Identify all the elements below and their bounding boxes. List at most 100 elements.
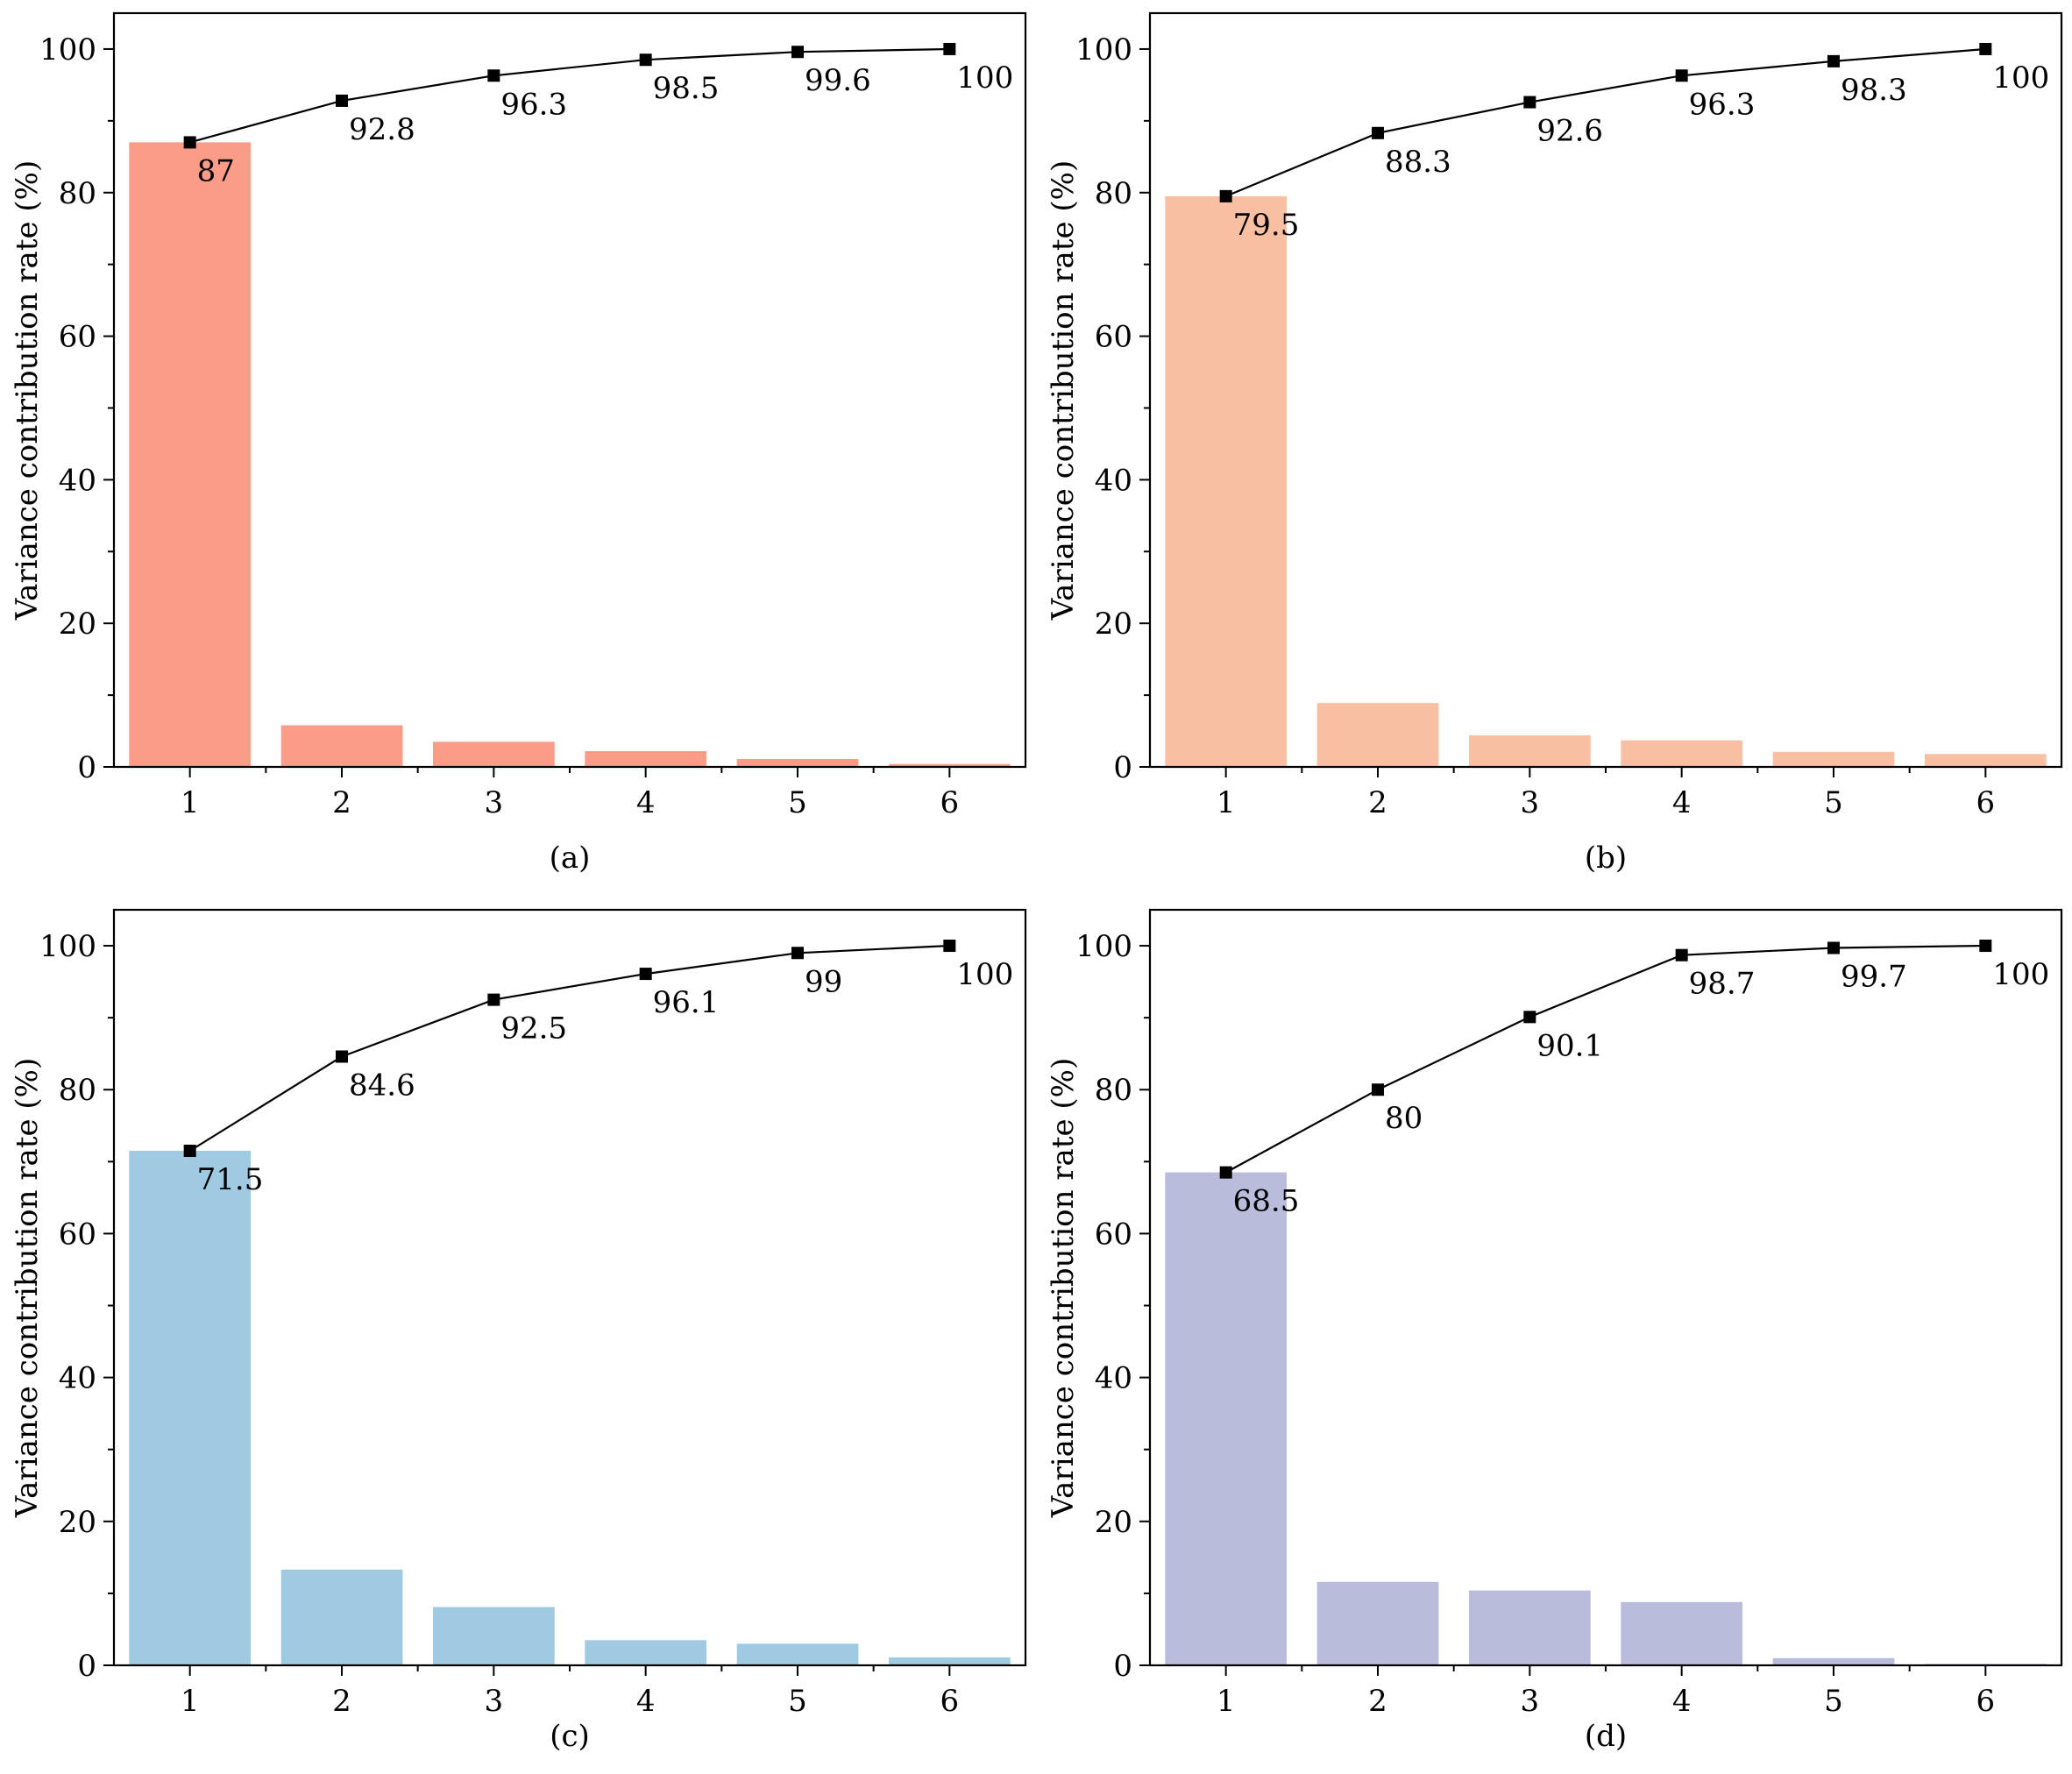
panel-label: (c)	[550, 1719, 590, 1754]
cumulative-label-1: 87	[197, 153, 235, 188]
bar-1	[1165, 195, 1287, 767]
cumulative-point-5	[791, 947, 804, 960]
bar-2	[280, 725, 403, 767]
cumulative-label-5: 99.6	[805, 63, 871, 98]
y-axis-title: Variance contribution rate (%)	[10, 160, 45, 621]
x-tick-label: 4	[1672, 785, 1692, 820]
y-axis-title: Variance contribution rate (%)	[10, 1058, 45, 1519]
chart-panel-c: 0 20 40 60 80 100 1 2 3 4 5 6 Variance contribution …	[10, 908, 1027, 1754]
x-tick-label: 2	[332, 785, 351, 820]
x-tick-label: 2	[1368, 1684, 1387, 1719]
cumulative-point-2	[336, 94, 348, 107]
cumulative-label-1: 71.5	[197, 1162, 264, 1197]
x-tick-label: 6	[940, 785, 960, 820]
cumulative-point-3	[1523, 96, 1536, 109]
cumulative-line	[189, 47, 950, 144]
y-tick-label: 0	[77, 1649, 96, 1684]
bar-3	[1469, 1590, 1591, 1665]
y-tick-label: 60	[59, 1217, 96, 1252]
cumulative-label-6: 100	[956, 957, 1013, 992]
x-tick-label: 5	[1824, 1684, 1843, 1719]
bar-6	[889, 1657, 1011, 1665]
y-tick-label: 0	[1113, 1649, 1132, 1684]
bar-5	[1772, 751, 1895, 767]
bar-1	[1165, 1172, 1287, 1665]
cumulative-label-2: 92.8	[349, 112, 415, 147]
x-tick-label: 5	[788, 785, 807, 820]
bar-2	[1316, 703, 1439, 767]
x-tick-label: 1	[181, 785, 200, 820]
bar-1	[129, 142, 251, 767]
cumulative-point-4	[639, 968, 652, 981]
bar-5	[736, 1643, 859, 1665]
cumulative-point-1	[1219, 1166, 1232, 1179]
y-tick-label: 40	[1095, 1361, 1132, 1396]
bar-3	[433, 742, 555, 767]
panel-label: (a)	[550, 841, 591, 876]
cumulative-line	[189, 944, 950, 1152]
cumulative-label-6: 100	[1992, 60, 2049, 96]
cumulative-label-5: 99.7	[1841, 960, 1907, 995]
x-tick-label: 4	[636, 1684, 656, 1719]
x-tick-label: 2	[1368, 785, 1387, 820]
cumulative-label-2: 88.3	[1385, 145, 1451, 180]
y-tick-label: 100	[1075, 929, 1132, 964]
cumulative-label-3: 92.6	[1536, 114, 1603, 149]
cumulative-point-3	[487, 69, 500, 82]
cumulative-label-2: 84.6	[349, 1068, 415, 1103]
y-tick-label: 20	[59, 1505, 96, 1540]
cumulative-point-6	[943, 940, 956, 953]
bar-4	[1621, 740, 1742, 767]
y-axis-title: Variance contribution rate (%)	[1046, 1058, 1081, 1519]
x-tick-label: 3	[485, 1684, 504, 1719]
cumulative-point-6	[943, 42, 956, 55]
y-tick-label: 80	[59, 176, 96, 211]
y-tick-label: 60	[59, 320, 96, 355]
cumulative-point-6	[1979, 42, 1992, 55]
cumulative-point-1	[1219, 189, 1232, 202]
y-tick-label: 100	[39, 929, 96, 964]
y-tick-label: 20	[1095, 1505, 1132, 1540]
x-tick-label: 2	[332, 1684, 351, 1719]
panel-label: (b)	[1585, 841, 1627, 876]
x-tick-label: 6	[1976, 1684, 1996, 1719]
y-tick-label: 60	[1095, 1217, 1132, 1252]
x-tick-label: 5	[1824, 785, 1843, 820]
cumulative-label-4: 98.7	[1689, 967, 1756, 1002]
cumulative-point-1	[183, 136, 196, 149]
bar-6	[889, 763, 1011, 767]
chart-panel-b: 0 20 40 60 80 100 1 2 3 4 5 6 Variance contribution …	[1046, 11, 2063, 876]
x-tick-label: 4	[1672, 1684, 1692, 1719]
bar-4	[1621, 1601, 1742, 1665]
y-tick-label: 80	[1095, 1073, 1132, 1108]
cumulative-point-2	[1372, 126, 1384, 139]
cumulative-point-4	[1675, 69, 1688, 82]
cumulative-label-3: 92.5	[500, 1011, 567, 1047]
y-tick-label: 0	[77, 750, 96, 785]
cumulative-label-1: 68.5	[1233, 1184, 1300, 1219]
cumulative-point-4	[1675, 948, 1688, 962]
y-tick-label: 100	[1075, 32, 1132, 67]
x-tick-label: 3	[1521, 1684, 1540, 1719]
cumulative-label-1: 79.5	[1233, 208, 1300, 243]
cumulative-label-6: 100	[956, 60, 1013, 96]
y-tick-label: 20	[1095, 607, 1132, 642]
chart-panel-d: 0 20 40 60 80 100 1 2 3 4 5 6 Variance contribution …	[1046, 908, 2063, 1754]
x-tick-label: 1	[1217, 785, 1236, 820]
cumulative-label-6: 100	[1992, 957, 2049, 992]
cumulative-point-4	[639, 53, 652, 67]
bar-4	[585, 751, 706, 767]
bar-1	[129, 1151, 251, 1665]
cumulative-label-5: 99	[805, 964, 842, 999]
y-tick-label: 40	[59, 1361, 96, 1396]
bar-5	[736, 759, 859, 767]
y-tick-label: 20	[59, 607, 96, 642]
y-tick-label: 80	[59, 1073, 96, 1108]
cumulative-line	[1225, 944, 1986, 1174]
cumulative-label-3: 96.3	[500, 87, 567, 122]
x-tick-label: 5	[788, 1684, 807, 1719]
cumulative-label-4: 98.5	[653, 71, 720, 106]
cumulative-point-1	[183, 1145, 196, 1158]
y-axis-title: Variance contribution rate (%)	[1046, 160, 1081, 621]
